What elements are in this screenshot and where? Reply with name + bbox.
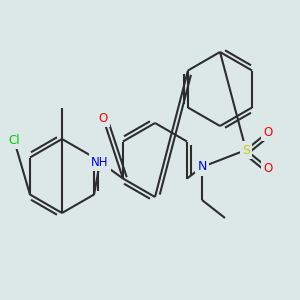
Text: Cl: Cl: [8, 134, 20, 146]
Text: O: O: [263, 125, 273, 139]
Text: N: N: [197, 160, 207, 173]
Text: O: O: [98, 112, 108, 124]
Text: NH: NH: [91, 155, 109, 169]
Text: O: O: [263, 161, 273, 175]
Text: S: S: [242, 143, 250, 157]
